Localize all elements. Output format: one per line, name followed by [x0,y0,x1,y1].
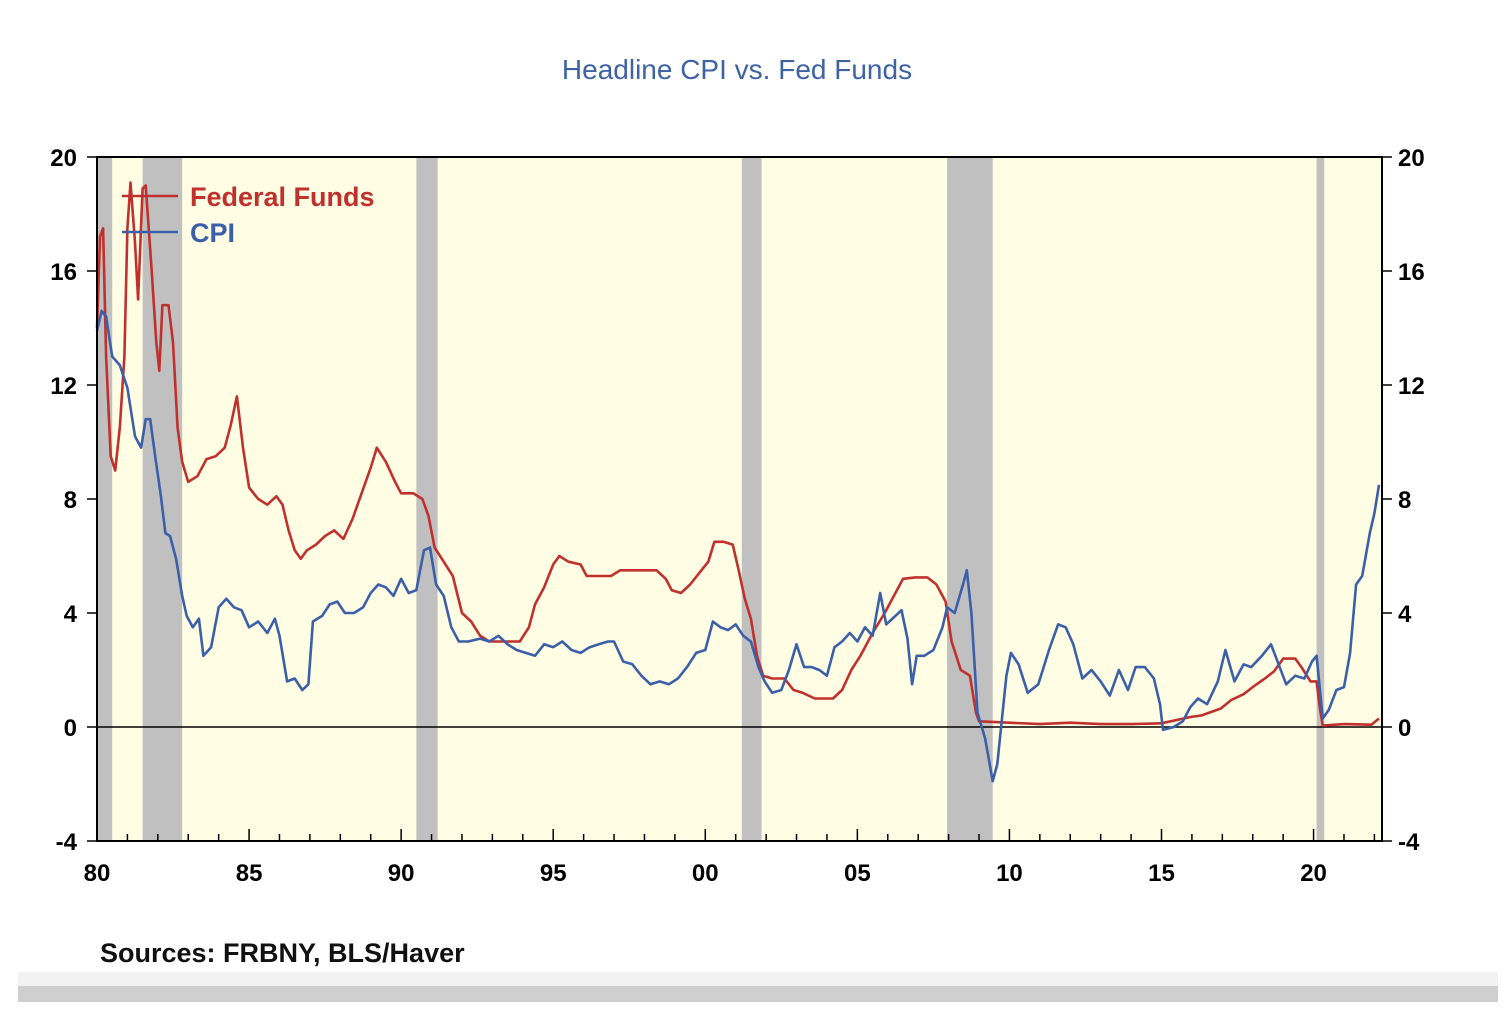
x-tick-label: 95 [540,860,567,887]
y-right-tick-label: 4 [1398,601,1412,628]
plot-border [96,156,1383,842]
y-left-tick-label: 12 [50,373,77,400]
recession-band [416,157,438,841]
y-left-tick-label: 20 [50,145,77,172]
y-right-tick-label: 8 [1398,487,1411,514]
x-tick-label: 15 [1148,860,1175,887]
x-tick-label: 80 [84,860,111,887]
axis-ticks [87,156,1392,842]
x-tick-label: 00 [692,860,719,887]
y-left-tick-label: -4 [56,829,78,856]
x-tick-label: 85 [236,860,263,887]
legend: Federal Funds CPI [122,182,375,248]
y-right-tick-label: -4 [1398,829,1420,856]
recession-band [741,157,762,841]
window-bottom-band [18,972,1498,1002]
legend-label: Federal Funds [190,182,375,212]
plot-background [97,157,1382,841]
plot-frame [96,156,1383,842]
chart-title: Headline CPI vs. Fed Funds [561,54,913,85]
y-left-tick-label: 8 [64,487,77,514]
x-tick-label: 10 [996,860,1023,887]
y-left-tick-label: 16 [50,259,77,286]
x-tick-label: 90 [388,860,415,887]
y-right-tick-label: 16 [1398,259,1425,286]
y-right-tick-label: 0 [1398,715,1411,742]
series-line-cpi [95,309,1381,783]
y-right-tick-label: 20 [1398,145,1425,172]
x-tick-label: 05 [844,860,871,887]
sources-note: Sources: FRBNY, BLS/Haver [100,938,465,968]
recession-band [1316,157,1325,841]
x-tick-label: 20 [1300,860,1327,887]
legend-label: CPI [190,218,235,248]
series-lines [95,181,1381,783]
plot-area [97,157,1382,841]
y-left-tick-label: 0 [64,715,77,742]
y-right-tick-label: 12 [1398,373,1425,400]
y-left-tick-label: 4 [64,601,78,628]
series-line-federal-funds [95,181,1380,727]
